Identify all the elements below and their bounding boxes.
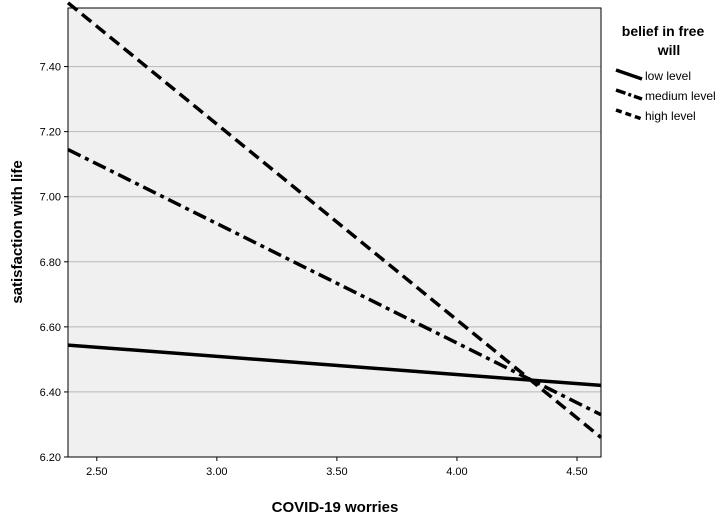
legend-label: medium level (645, 89, 716, 103)
x-tick-label: 2.50 (86, 466, 107, 478)
series-line-high-level (66, 1, 603, 439)
legend-swatch (615, 68, 643, 81)
legend: low level medium level high level (615, 68, 716, 123)
legend-title-line-1: belief in free (622, 23, 705, 39)
y-tick-label: 6.60 (40, 322, 61, 334)
x-tick-label: 3.00 (206, 466, 227, 478)
legend-label: low level (645, 69, 691, 83)
legend-label: high level (645, 109, 696, 123)
plot-border (67, 7, 602, 458)
y-tick-label: 7.00 (40, 192, 61, 204)
y-tick-label: 7.40 (40, 62, 61, 74)
y-axis-title: satisfaction with life (9, 160, 26, 303)
legend-swatch (615, 108, 643, 121)
series-line-low-level (67, 343, 602, 388)
legend-title-line-2: will (657, 42, 681, 58)
x-axis-title: COVID-19 worries (272, 499, 399, 515)
y-tick-label: 6.80 (40, 257, 61, 269)
plot-area (68, 8, 601, 457)
series-line-medium-level (67, 147, 602, 417)
y-tick-label: 6.20 (40, 452, 61, 464)
x-tick-label: 3.50 (326, 466, 347, 478)
y-tick-label: 6.40 (40, 387, 61, 399)
x-tick-label: 4.00 (446, 466, 467, 478)
y-axis: 6.20 6.40 6.60 6.80 7.00 7.20 7.40 (40, 62, 68, 464)
x-axis: 2.50 3.00 3.50 4.00 4.50 (86, 457, 588, 478)
series-lines (66, 1, 603, 439)
gridlines (68, 66, 601, 458)
legend-swatch (615, 88, 643, 101)
y-tick-label: 7.20 (40, 127, 61, 139)
x-tick-label: 4.50 (566, 466, 587, 478)
